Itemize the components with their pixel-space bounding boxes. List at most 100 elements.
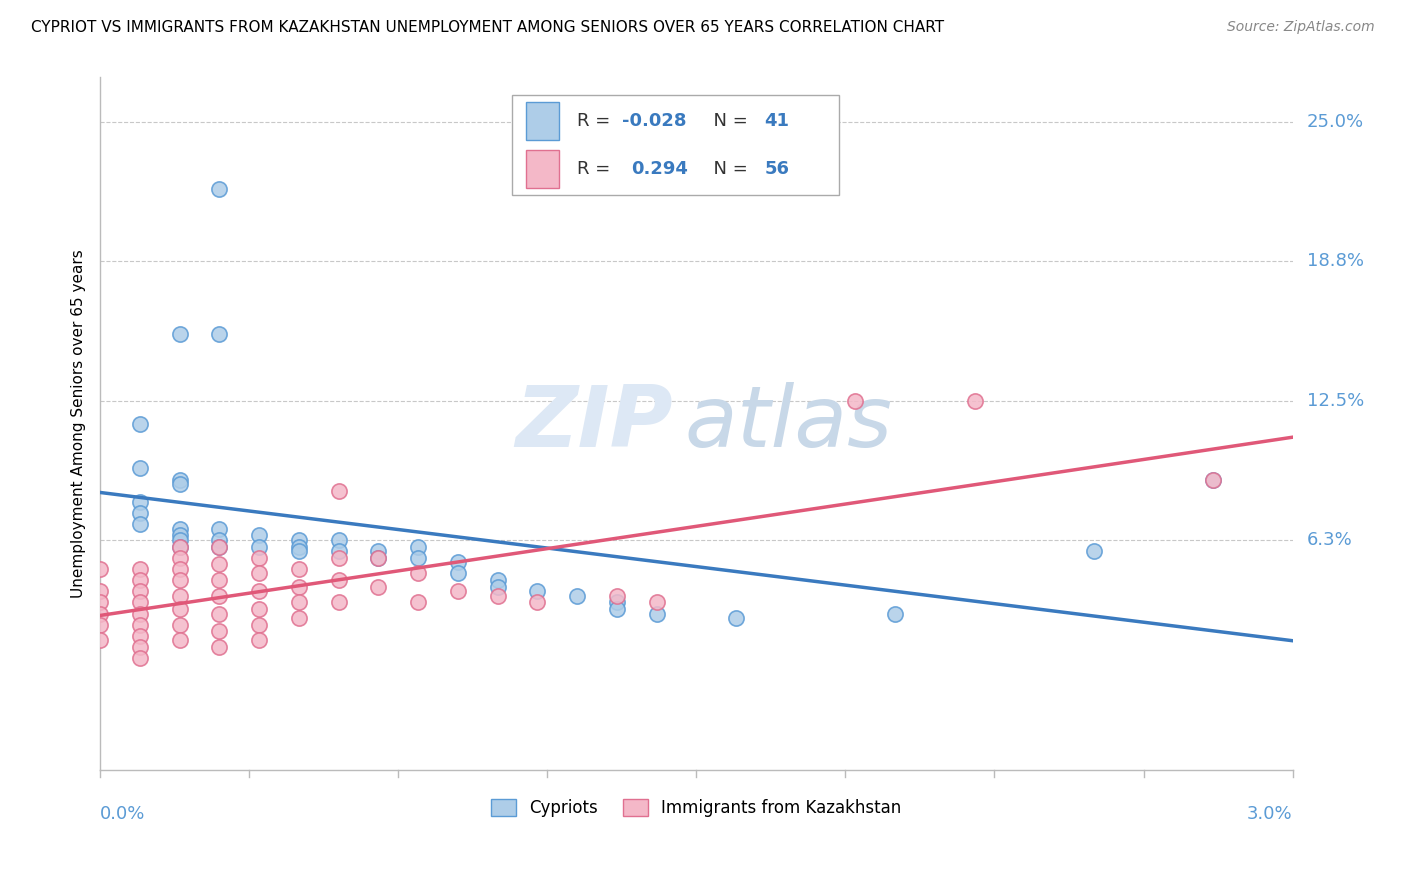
Point [725,611,748,625]
Point [486,589,509,603]
Text: Source: ZipAtlas.com: Source: ZipAtlas.com [1227,20,1375,34]
Point [328,483,350,498]
Text: 3.0%: 3.0% [1247,805,1292,822]
Point [89,562,111,576]
Point [447,566,470,581]
Point [565,589,588,603]
Point [128,573,150,587]
Point [328,573,350,587]
Point [208,640,231,654]
Text: 0.0%: 0.0% [100,805,145,822]
Point [645,607,668,621]
Point [128,595,150,609]
Point [247,550,270,565]
Point [328,533,350,547]
Point [247,528,270,542]
Point [606,602,628,616]
Point [288,611,311,625]
Text: 18.8%: 18.8% [1306,252,1364,269]
Point [406,550,429,565]
Text: N =: N = [703,112,754,129]
Point [89,584,111,599]
Point [526,595,548,609]
Point [128,629,150,643]
Point [844,394,866,409]
Point [1202,473,1225,487]
Point [328,544,350,558]
Point [169,550,191,565]
Point [606,589,628,603]
Point [247,566,270,581]
Point [328,595,350,609]
Point [89,617,111,632]
Point [128,640,150,654]
Point [486,580,509,594]
Point [128,506,150,520]
FancyBboxPatch shape [526,150,560,188]
FancyBboxPatch shape [526,102,560,140]
Point [89,595,111,609]
FancyBboxPatch shape [512,95,839,195]
Point [208,607,231,621]
Point [128,617,150,632]
Point [367,580,389,594]
Point [169,602,191,616]
Point [169,540,191,554]
Point [208,589,231,603]
Point [208,182,231,196]
Point [169,533,191,547]
Point [128,417,150,431]
Point [406,595,429,609]
Text: -0.028: -0.028 [623,112,688,129]
Point [169,327,191,342]
Point [169,589,191,603]
Point [247,617,270,632]
Point [1083,544,1105,558]
Text: 12.5%: 12.5% [1306,392,1364,410]
Point [208,573,231,587]
Point [208,558,231,572]
Point [526,584,548,599]
Text: 0.294: 0.294 [631,161,688,178]
Point [288,533,311,547]
Point [128,495,150,509]
Text: 6.3%: 6.3% [1306,531,1353,549]
Point [169,540,191,554]
Point [288,540,311,554]
Point [208,540,231,554]
Point [288,580,311,594]
Text: atlas: atlas [685,382,893,466]
Legend: Cypriots, Immigrants from Kazakhstan: Cypriots, Immigrants from Kazakhstan [484,792,908,824]
Point [128,517,150,532]
Point [447,555,470,569]
Text: CYPRIOT VS IMMIGRANTS FROM KAZAKHSTAN UNEMPLOYMENT AMONG SENIORS OVER 65 YEARS C: CYPRIOT VS IMMIGRANTS FROM KAZAKHSTAN UN… [31,20,943,35]
Point [247,584,270,599]
Text: N =: N = [703,161,754,178]
Point [128,651,150,665]
Point [884,607,907,621]
Point [963,394,986,409]
Point [169,473,191,487]
Point [406,566,429,581]
Point [89,633,111,648]
Point [288,595,311,609]
Point [169,522,191,536]
Point [247,540,270,554]
Text: 41: 41 [765,112,789,129]
Point [169,562,191,576]
Point [288,544,311,558]
Point [247,633,270,648]
Point [247,602,270,616]
Point [367,550,389,565]
Point [128,584,150,599]
Point [208,522,231,536]
Point [406,540,429,554]
Point [288,562,311,576]
Point [447,584,470,599]
Text: 25.0%: 25.0% [1306,113,1364,131]
Point [89,607,111,621]
Text: 56: 56 [765,161,789,178]
Point [169,477,191,491]
Point [645,595,668,609]
Point [486,573,509,587]
